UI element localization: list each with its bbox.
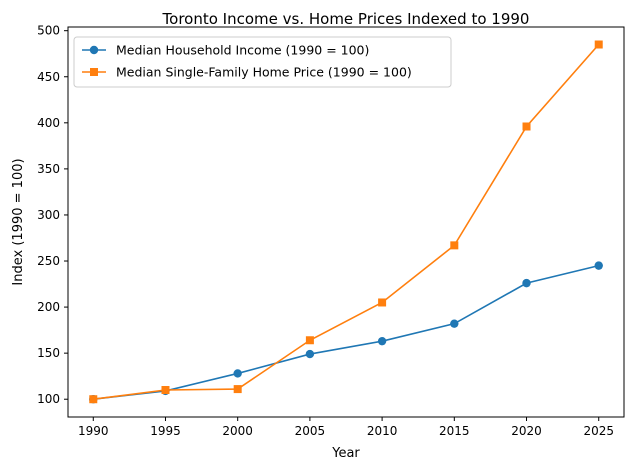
data-point-0 xyxy=(522,278,531,288)
y-axis-label: Index (1990 = 100) xyxy=(11,158,26,285)
plot-frame xyxy=(67,26,625,418)
x-tick-label: 2010 xyxy=(367,424,398,438)
legend-label-0: Median Household Income (1990 = 100) xyxy=(116,43,369,58)
legend-box xyxy=(73,36,452,88)
y-tick-label: 100 xyxy=(37,392,60,406)
y-tick-label: 400 xyxy=(37,116,60,130)
data-point-0 xyxy=(233,369,242,378)
x-tick-label: 1990 xyxy=(78,424,109,438)
series-layer xyxy=(89,40,603,404)
data-point-1 xyxy=(522,122,531,131)
x-axis-label: Year xyxy=(331,446,360,461)
y-tick-label: 500 xyxy=(37,24,60,38)
data-point-1 xyxy=(305,336,314,345)
y-tick-label: 350 xyxy=(37,162,60,176)
data-point-1 xyxy=(89,395,98,404)
x-tick-label: 1995 xyxy=(150,424,181,438)
y-tick-label: 250 xyxy=(37,254,60,268)
chart-title: Toronto Income vs. Home Prices Indexed t… xyxy=(162,10,530,28)
data-point-0 xyxy=(377,336,387,346)
data-point-1 xyxy=(594,40,603,49)
x-tick-label: 2000 xyxy=(222,424,253,438)
data-point-1 xyxy=(450,241,459,250)
data-point-1 xyxy=(233,385,242,394)
y-tick-label: 450 xyxy=(37,70,60,84)
data-point-0 xyxy=(594,261,603,270)
data-point-1 xyxy=(378,298,387,307)
legend: Median Household Income (1990 = 100) Medi… xyxy=(73,36,452,88)
legend-label-1: Median Single-Family Home Price (1990 = … xyxy=(116,65,412,80)
y-tick-label: 300 xyxy=(37,208,60,222)
y-tick-label: 150 xyxy=(37,346,60,360)
plot-area xyxy=(68,27,624,417)
y-tick-label: 200 xyxy=(37,300,60,314)
legend-marker-1 xyxy=(90,68,98,76)
data-point-0 xyxy=(450,319,459,328)
axis-ticks: 1990 1995 2000 2005 2010 2015 2020 2025 100 150 20… xyxy=(37,24,614,438)
data-point-0 xyxy=(305,349,315,359)
series-line-0 xyxy=(93,264,599,401)
x-tick-label: 2005 xyxy=(295,424,326,438)
x-tick-label: 2020 xyxy=(511,424,542,438)
data-point-1 xyxy=(161,386,170,395)
legend-marker-0 xyxy=(89,45,99,55)
series-line-1 xyxy=(93,43,600,401)
x-tick-label: 2025 xyxy=(583,424,614,438)
x-tick-label: 2015 xyxy=(439,424,470,438)
